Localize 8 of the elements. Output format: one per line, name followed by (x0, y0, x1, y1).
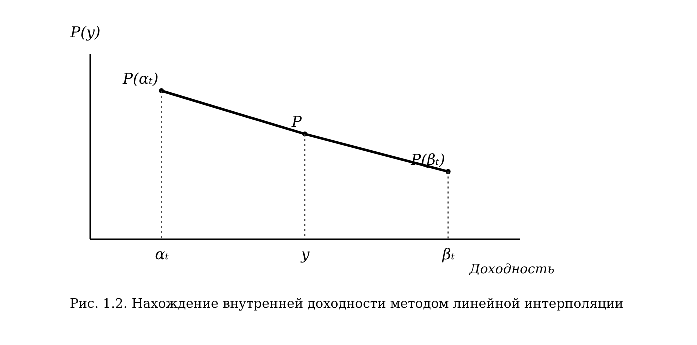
annotation: P(αₜ) (122, 70, 159, 88)
x-tick-label: y (300, 246, 310, 264)
x-tick-label: αₜ (155, 246, 170, 264)
x-axis-title: Доходность (468, 262, 555, 278)
y-axis-title: P(y) (70, 24, 101, 42)
x-tick-label: βₜ (442, 246, 456, 264)
annotation: P (290, 113, 303, 132)
text: Рис. 1.2. Нахождение внутренней доходности методом линейной интерполяции (70, 297, 624, 312)
